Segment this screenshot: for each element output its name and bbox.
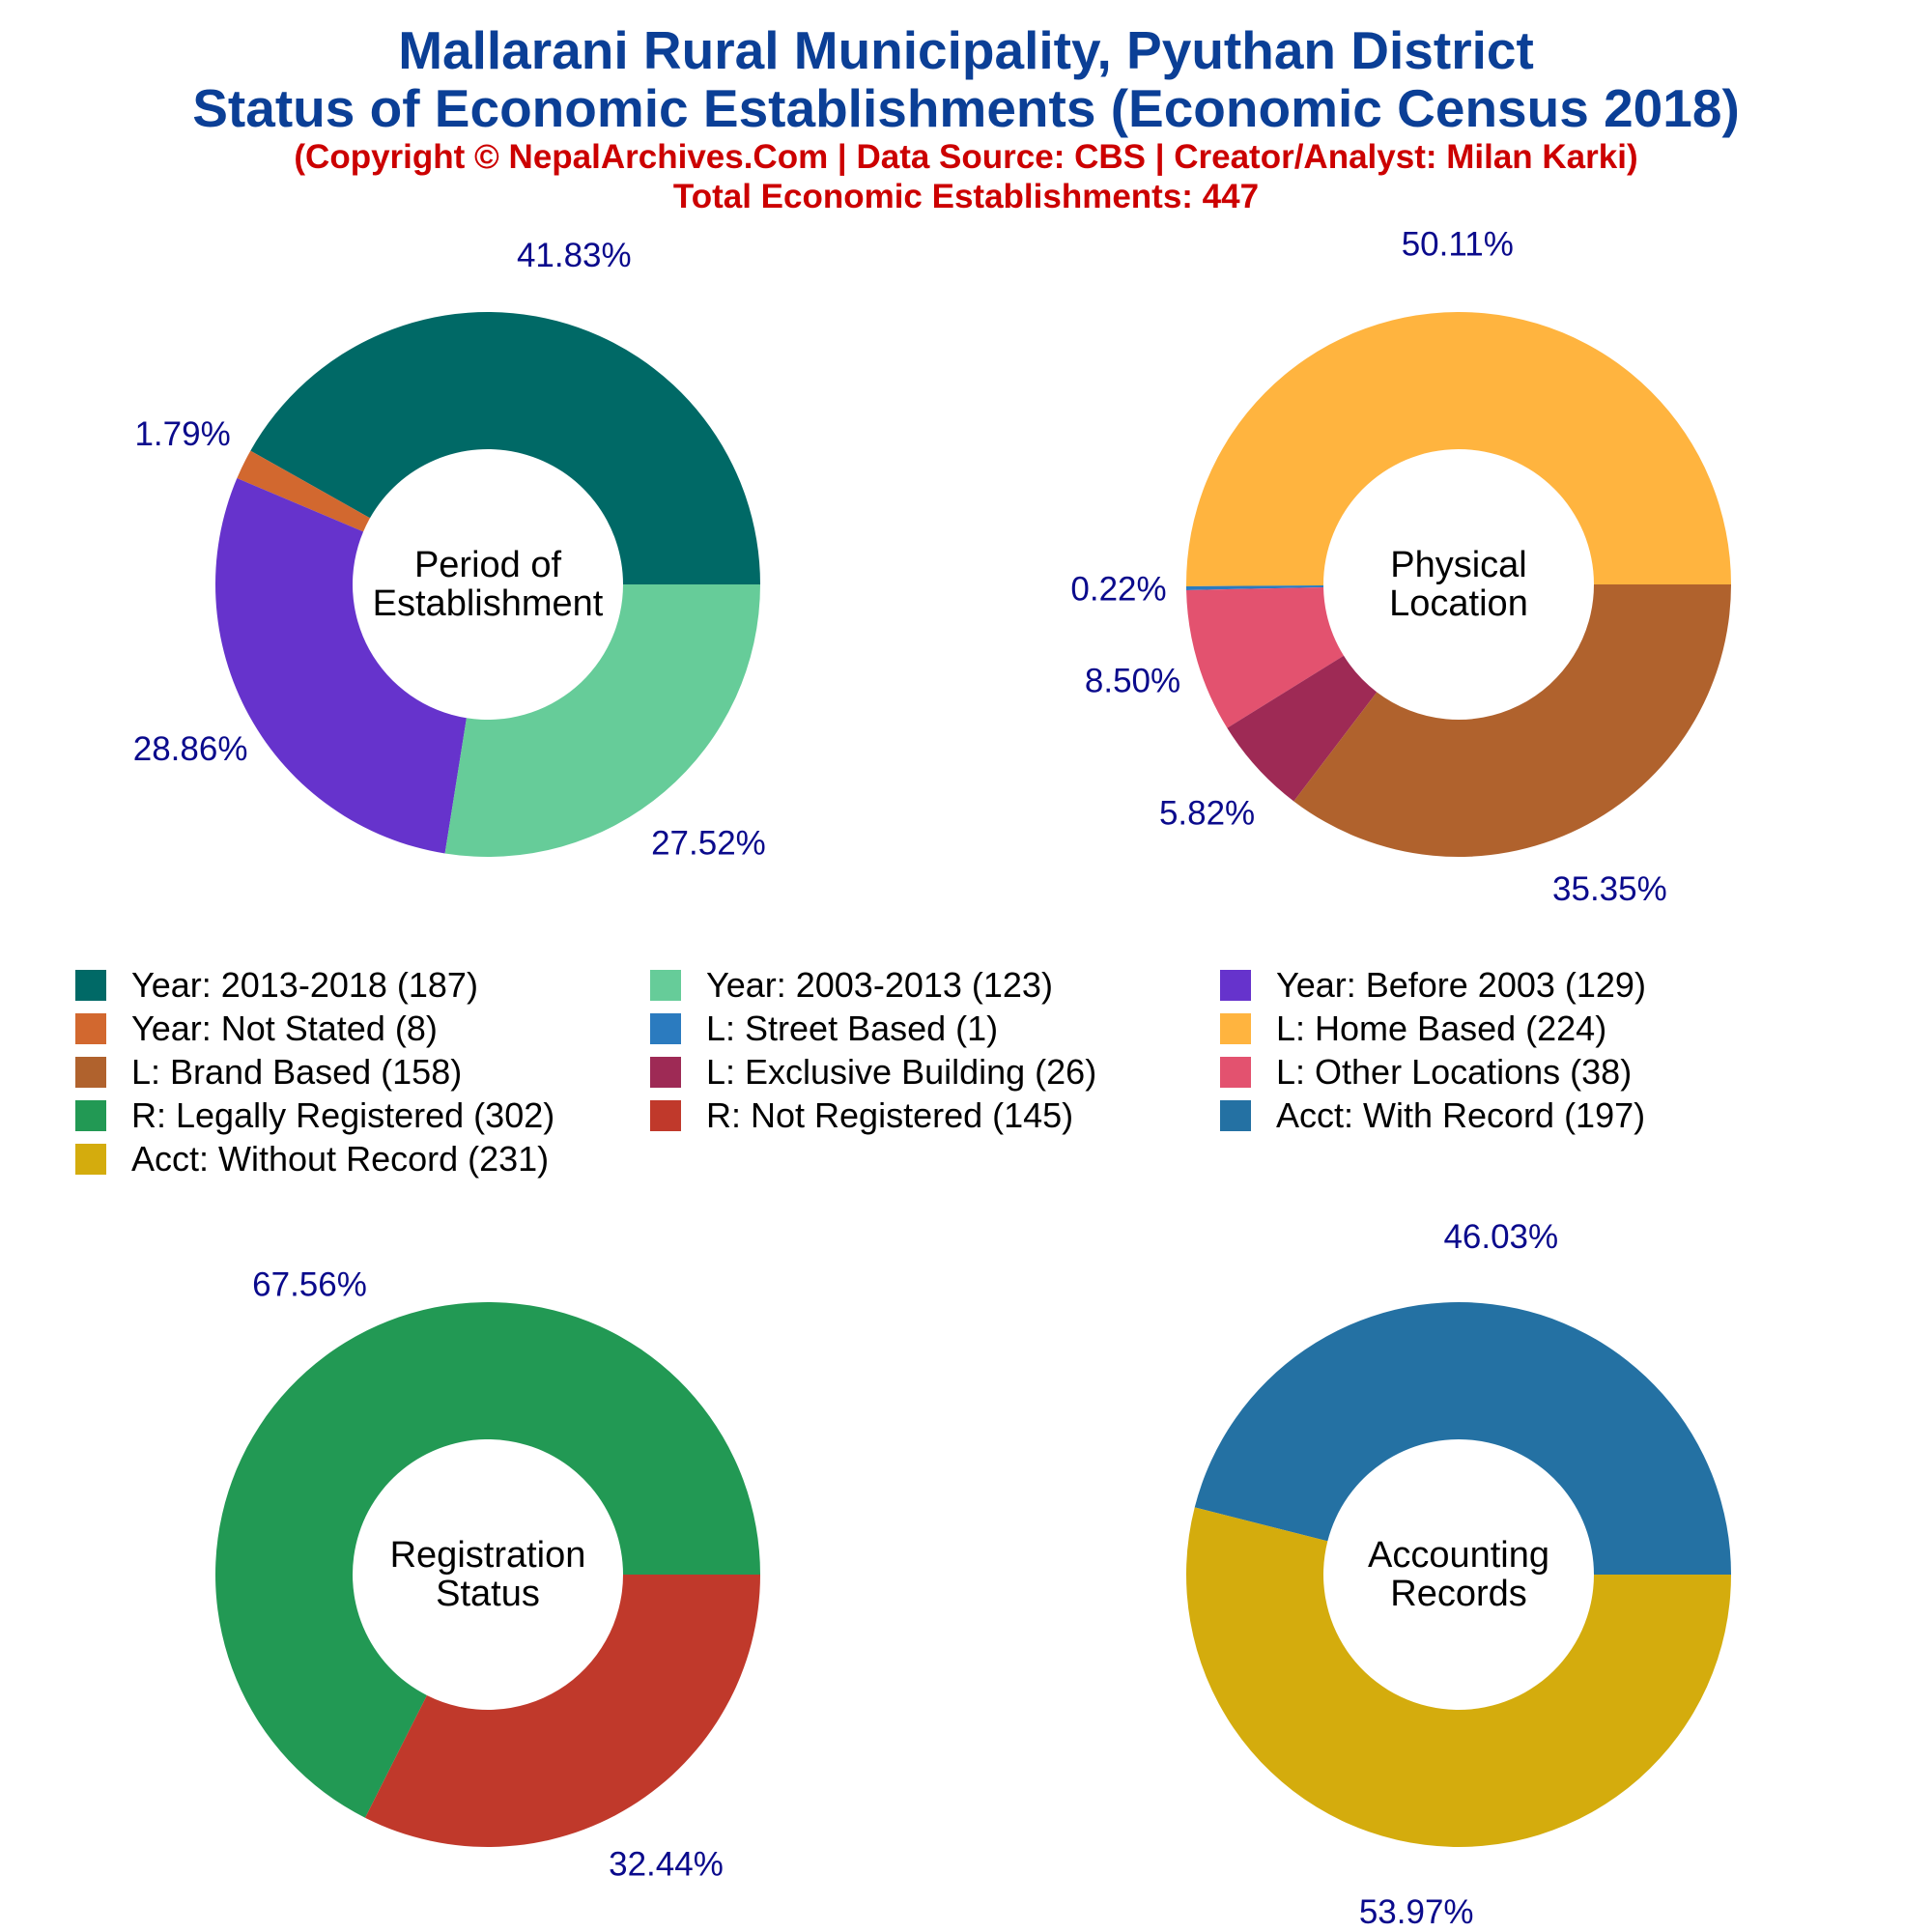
legend-label: L: Brand Based (158)	[131, 1052, 462, 1093]
chart-title-line-1: Mallarani Rural Municipality, Pyuthan Di…	[0, 21, 1932, 79]
legend-swatch	[1220, 970, 1251, 1001]
legend-swatch	[1220, 1100, 1251, 1131]
pct-label-acct-with-record: 46.03%	[1443, 1218, 1558, 1256]
copyright-line: (Copyright © NepalArchives.Com | Data So…	[0, 137, 1932, 177]
legend-item-l-brand-based-158: L: Brand Based (158)	[75, 1051, 462, 1094]
legend-label: Acct: Without Record (231)	[131, 1139, 549, 1179]
slice-year-before-2003	[215, 478, 467, 853]
legend-item-acct-without-record-231: Acct: Without Record (231)	[75, 1138, 549, 1180]
legend-label: Year: 2013-2018 (187)	[131, 965, 478, 1006]
slice-year-2003-2013	[445, 584, 760, 857]
legend-item-l-exclusive-building-26: L: Exclusive Building (26)	[650, 1051, 1096, 1094]
legend-item-l-other-locations-38: L: Other Locations (38)	[1220, 1051, 1632, 1094]
legend-label: R: Not Registered (145)	[706, 1095, 1073, 1136]
legend-swatch	[75, 1057, 106, 1088]
legend-label: Year: 2003-2013 (123)	[706, 965, 1053, 1006]
legend-label: L: Exclusive Building (26)	[706, 1052, 1096, 1093]
legend-swatch	[650, 1013, 681, 1044]
pct-label-year-2013-2018: 41.83%	[517, 237, 632, 274]
legend-item-l-home-based-224: L: Home Based (224)	[1220, 1008, 1606, 1050]
chart-header: Mallarani Rural Municipality, Pyuthan Di…	[0, 21, 1932, 216]
pct-label-l-home-based: 50.11%	[1402, 226, 1514, 264]
center-label-2-line-1: Physical	[1390, 545, 1527, 585]
legend-label: L: Home Based (224)	[1276, 1009, 1606, 1049]
total-establishments: Total Economic Establishments: 447	[0, 177, 1932, 216]
center-label-3-line-1: Registration	[390, 1535, 586, 1576]
chart-title-line-2: Status of Economic Establishments (Econo…	[0, 79, 1932, 137]
legend-label: Year: Not Stated (8)	[131, 1009, 438, 1049]
center-label-4-line-1: Accounting	[1368, 1535, 1549, 1576]
legend-label: R: Legally Registered (302)	[131, 1095, 554, 1136]
legend-item-l-street-based-1: L: Street Based (1)	[650, 1008, 998, 1050]
legend-item-r-not-registered-145: R: Not Registered (145)	[650, 1094, 1073, 1137]
legend-item-year-2003-2013-123: Year: 2003-2013 (123)	[650, 964, 1053, 1007]
donut-chart-2: 50.11% 0.22% 8.50% 5.82% 35.35% PhysicalLocat…	[1070, 226, 1731, 908]
legend-item-year-2013-2018-187: Year: 2013-2018 (187)	[75, 964, 478, 1007]
legend-label: Year: Before 2003 (129)	[1276, 965, 1646, 1006]
pct-label-l-brand-based: 35.35%	[1552, 870, 1667, 908]
donut-chart-1: 41.83% 1.79% 28.86% 27.52% Period ofEstablis…	[133, 237, 766, 862]
legend-item-year-before-2003-129: Year: Before 2003 (129)	[1220, 964, 1646, 1007]
legend-item-r-legally-registered-302: R: Legally Registered (302)	[75, 1094, 554, 1137]
center-label-1-line-2: Establishment	[373, 583, 604, 624]
center-label-1-line-1: Period of	[414, 545, 562, 585]
pct-label-l-street-based: 0.22%	[1070, 570, 1166, 608]
legend-label: L: Street Based (1)	[706, 1009, 998, 1049]
legend-swatch	[650, 970, 681, 1001]
slice-l-brand-based	[1293, 584, 1731, 857]
pct-label-r-legally-registered: 67.56%	[252, 1266, 367, 1304]
legend-label: Acct: With Record (197)	[1276, 1095, 1645, 1136]
pct-label-l-other-locations: 8.50%	[1085, 663, 1180, 700]
pct-label-year-not-stated: 1.79%	[134, 415, 230, 453]
pct-label-l-exclusive-building: 5.82%	[1159, 794, 1255, 832]
legend-item-year-not-stated-8: Year: Not Stated (8)	[75, 1008, 438, 1050]
legend-swatch	[650, 1100, 681, 1131]
pct-label-acct-without-record: 53.97%	[1359, 1893, 1474, 1931]
legend-swatch	[1220, 1013, 1251, 1044]
legend-swatch	[75, 1144, 106, 1175]
pct-label-year-before-2003: 28.86%	[133, 730, 248, 768]
legend-swatch	[1220, 1057, 1251, 1088]
center-label-2-line-2: Location	[1389, 583, 1528, 624]
pct-label-year-2003-2013: 27.52%	[651, 824, 766, 862]
legend-swatch	[75, 970, 106, 1001]
legend-label: L: Other Locations (38)	[1276, 1052, 1632, 1093]
legend-swatch	[650, 1057, 681, 1088]
legend-item-acct-with-record-197: Acct: With Record (197)	[1220, 1094, 1645, 1137]
slice-r-not-registered	[365, 1575, 760, 1847]
pct-label-r-not-registered: 32.44%	[609, 1845, 724, 1883]
legend-swatch	[75, 1013, 106, 1044]
center-label-4-line-2: Records	[1390, 1574, 1527, 1614]
legend-swatch	[75, 1100, 106, 1131]
center-label-3-line-2: Status	[436, 1574, 540, 1614]
